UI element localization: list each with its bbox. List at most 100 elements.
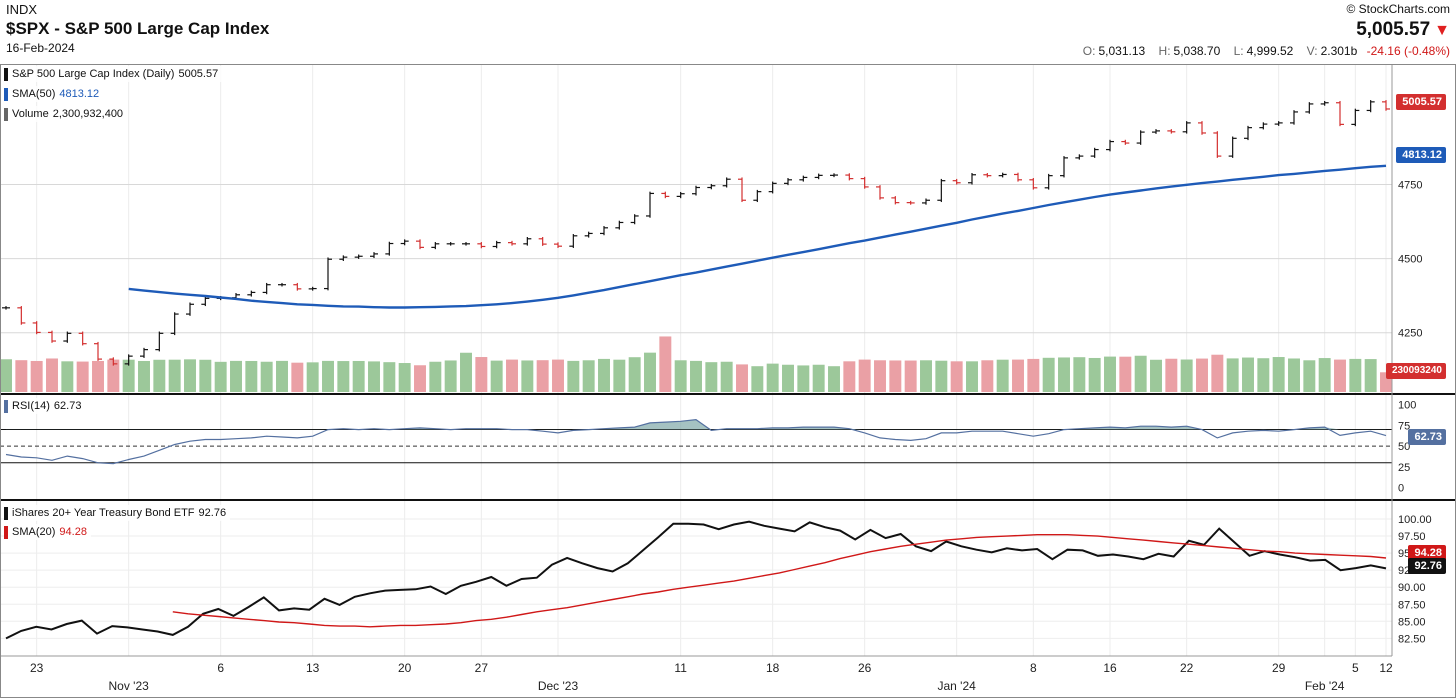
legend-sma20-label: SMA(20) xyxy=(12,526,56,538)
volume-bar xyxy=(659,336,672,392)
ohlc-bar xyxy=(1182,121,1191,134)
ohlc-bar xyxy=(569,234,578,248)
tlt-tag: 92.76 xyxy=(1408,558,1446,574)
ohlc-bar xyxy=(738,177,746,203)
legend-volume-label: Volume xyxy=(12,108,49,120)
ohlc-bar xyxy=(676,191,685,199)
ohlc-bar xyxy=(906,200,915,205)
volume-bar xyxy=(1242,357,1254,392)
ohlc-bar xyxy=(722,177,731,188)
volume-bar xyxy=(1134,355,1147,392)
last-price-value: 5,005.57 xyxy=(1356,19,1431,40)
tlt-tick-label: 82.50 xyxy=(1398,633,1426,645)
volume-bar xyxy=(0,359,12,392)
ohlc-bar xyxy=(155,331,164,352)
volume-bar xyxy=(843,361,856,392)
x-tick-label: 29 xyxy=(1272,661,1286,675)
volume-bar xyxy=(935,360,948,392)
ohlc-bar xyxy=(94,341,102,361)
volume-bar xyxy=(460,352,472,392)
volume-bar xyxy=(1334,359,1346,392)
volume-bar xyxy=(383,362,396,392)
volume-bar xyxy=(199,359,212,392)
volume-bar xyxy=(352,360,365,392)
volume-bar xyxy=(92,360,104,392)
volume-bar xyxy=(858,359,871,392)
volume-bar xyxy=(61,361,74,392)
brand-label[interactable]: © StockCharts.com xyxy=(1346,2,1450,16)
tlt-price-line xyxy=(5,520,1387,640)
rsi-overbought-fill xyxy=(6,419,1386,430)
volume-bar xyxy=(644,352,656,392)
ohlc-bar xyxy=(1244,125,1252,141)
volume-bar xyxy=(904,360,917,392)
volume-bar xyxy=(1058,357,1070,392)
tlt-tick-label: 100.00 xyxy=(1398,514,1432,526)
volume-bar xyxy=(168,359,181,392)
volume-bar xyxy=(782,364,794,392)
volume-bar xyxy=(628,357,641,392)
volume-bar xyxy=(674,360,687,392)
volume-bar xyxy=(138,360,150,392)
price-panel: 4250 4500 4750 xyxy=(0,100,1422,392)
price-tick-label: 4500 xyxy=(1398,254,1422,266)
ohlc-bar xyxy=(1121,139,1130,145)
legend-tlt-label: iShares 20+ Year Treasury Bond ETF xyxy=(12,507,195,519)
ohlc-bar xyxy=(646,191,654,218)
ohlc-bar xyxy=(1305,102,1314,114)
x-tick-label: Nov '23 xyxy=(109,679,150,693)
volume-bar xyxy=(1042,357,1055,392)
volume-bar xyxy=(30,360,43,392)
legend-tlt-value: 92.76 xyxy=(198,507,227,519)
ohlc-bar xyxy=(1167,129,1176,134)
x-tick-label: 20 xyxy=(398,661,412,675)
ohlc-bar xyxy=(140,347,148,358)
legend-sma50-label: SMA(50) xyxy=(12,88,56,100)
legend-price-label: S&P 500 Large Cap Index (Daily) xyxy=(12,68,175,80)
tlt-tick-label: 87.50 xyxy=(1398,599,1426,611)
tlt-panel: 82.5085.0087.5090.0092.5095.0097.50100.0… xyxy=(0,514,1432,645)
ohlc-bar xyxy=(109,357,118,366)
rsi-line xyxy=(5,418,1387,465)
ohlc-bar xyxy=(845,173,854,181)
ohlc-bar xyxy=(952,178,961,185)
x-tick-label: 27 xyxy=(475,661,489,675)
ohlc-bar xyxy=(1336,100,1344,127)
ohlc-bar xyxy=(186,302,194,316)
x-tick-label: 16 xyxy=(1103,661,1117,675)
ohlc-bar xyxy=(707,183,716,190)
volume-bar xyxy=(1257,358,1270,392)
legend-sma50-value: 4813.12 xyxy=(59,88,100,100)
x-tick-label: 6 xyxy=(217,661,224,675)
volume-bar xyxy=(766,363,779,392)
legend-sma50-swatch xyxy=(4,87,8,101)
rsi-panel: 0 25 50 75 100 xyxy=(0,400,1416,495)
volume-bar xyxy=(1073,357,1086,392)
volume-bar xyxy=(1012,359,1024,392)
ohlc-bar xyxy=(661,191,670,199)
ohlc-bar xyxy=(308,286,317,291)
tlt-tick-label: 85.00 xyxy=(1398,616,1426,628)
sma50-line xyxy=(128,164,1387,309)
ohlc-bar xyxy=(615,220,624,230)
ohlc-bar xyxy=(1136,130,1145,145)
ohlc-bar xyxy=(1198,121,1206,135)
ohlc-bar xyxy=(799,175,808,182)
legend-tlt: iShares 20+ Year Treasury Bond ETF 92.76 xyxy=(4,505,231,521)
ohlc-bar xyxy=(370,252,378,259)
legend-rsi-label: RSI(14) xyxy=(12,400,50,412)
volume-bar xyxy=(981,360,994,392)
legend-volume-swatch xyxy=(4,107,8,121)
ohlc-bar xyxy=(262,282,271,295)
ohlc-bar xyxy=(431,242,440,250)
ohlc-bar xyxy=(32,321,41,335)
ohlc-readout: O: 5,031.13 H: 5,038.70 L: 4,999.52 V: 2.301… xyxy=(1073,44,1450,58)
price-tag: 5005.57 xyxy=(1396,94,1446,110)
volume-bar xyxy=(613,359,626,392)
legend-price: S&P 500 Large Cap Index (Daily) 5005.57 xyxy=(4,66,223,82)
volume-bar xyxy=(1150,359,1162,392)
volume-bar xyxy=(122,359,135,392)
rsi-tick-label: 75 xyxy=(1398,420,1410,432)
volume-bar xyxy=(889,360,902,392)
